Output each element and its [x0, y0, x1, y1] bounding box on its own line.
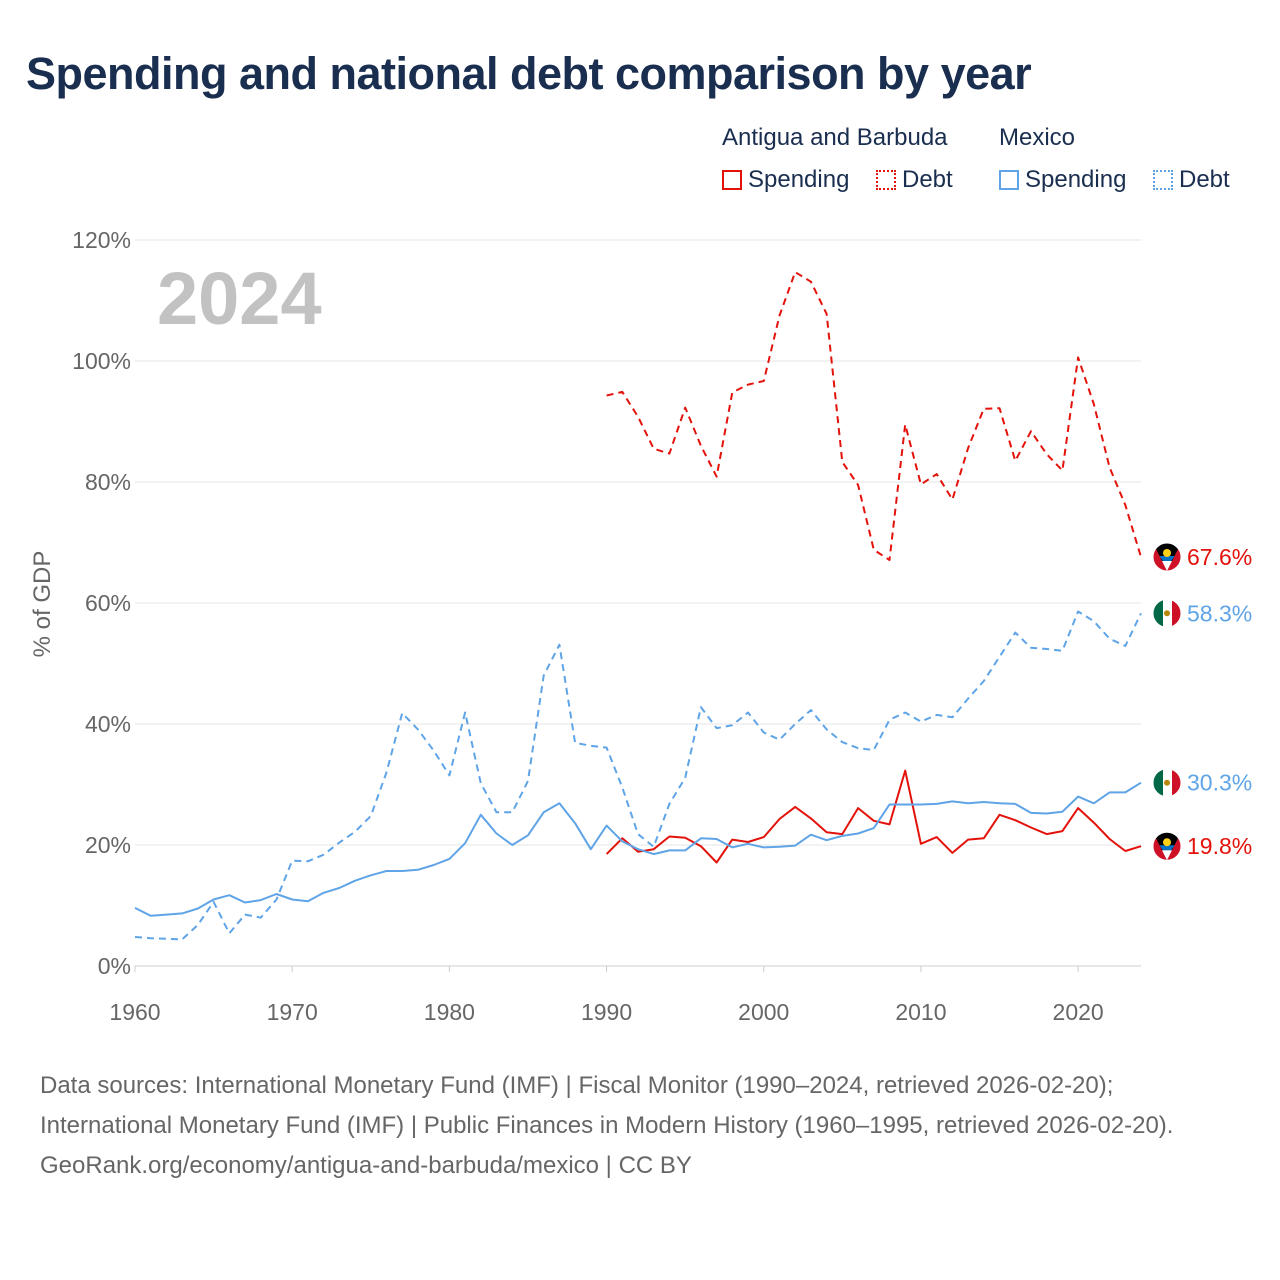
- x-tick-label: 1970: [267, 999, 318, 1025]
- antigua-flag-icon: [1152, 542, 1182, 572]
- legend-group-mexico: Mexico: [999, 124, 1076, 151]
- end-value-label: 19.8%: [1187, 833, 1252, 859]
- legend-mexico-debt[interactable]: Debt: [1153, 166, 1230, 194]
- legend-antigua-spending[interactable]: Spending: [722, 166, 849, 194]
- legend-swatch-solid-blue: [999, 170, 1019, 190]
- end-value-label: 67.6%: [1187, 544, 1252, 570]
- legend-label: Debt: [1179, 166, 1230, 193]
- year-watermark: 2024: [157, 257, 322, 340]
- series-line-mexico-spending[interactable]: [134, 781, 1142, 917]
- y-tick-label: 60%: [85, 590, 131, 616]
- y-tick-label: 80%: [85, 469, 131, 495]
- legend-group-antigua: Antigua and Barbuda: [722, 124, 948, 151]
- legend-swatch-solid-red: [722, 170, 742, 190]
- legend-mexico-spending[interactable]: Spending: [999, 166, 1126, 194]
- series-line-mexico-debt[interactable]: [134, 610, 1142, 941]
- x-tick-label: 2000: [738, 999, 789, 1025]
- x-tick-label: 1990: [581, 999, 632, 1025]
- y-axis-ticks: 0% 20% 40% 60% 80% 100% 120%: [72, 227, 131, 979]
- legend-swatch-dotted-blue: [1153, 170, 1173, 190]
- y-tick-label: 100%: [72, 348, 131, 374]
- x-tick-label: 1960: [109, 999, 160, 1025]
- x-tick-label: 1980: [424, 999, 475, 1025]
- mexico-flag-icon: [1152, 768, 1182, 798]
- end-value-label: 30.3%: [1187, 770, 1252, 796]
- legend-swatch-dotted-red: [876, 170, 896, 190]
- legend-label: Debt: [902, 166, 953, 193]
- gridlines: [135, 239, 1141, 846]
- legend-antigua-debt[interactable]: Debt: [876, 166, 953, 194]
- mexico-flag-icon: [1152, 598, 1182, 628]
- x-axis-ticks: 1960 1970 1980 1990 2000 2010 2020: [109, 966, 1104, 1025]
- y-tick-label: 40%: [85, 711, 131, 737]
- footer-attribution[interactable]: GeoRank.org/economy/antigua-and-barbuda/…: [40, 1152, 692, 1179]
- x-tick-label: 2010: [895, 999, 946, 1025]
- y-tick-label: 20%: [85, 832, 131, 858]
- series-lines: [134, 271, 1142, 941]
- footer: Data sources: International Monetary Fun…: [40, 1066, 1240, 1186]
- x-tick-label: 2020: [1053, 999, 1104, 1025]
- series-line-antigua-and-barbuda-debt[interactable]: [606, 271, 1142, 561]
- end-value-label: 58.3%: [1187, 600, 1252, 626]
- footer-sources: Data sources: International Monetary Fun…: [40, 1072, 1174, 1139]
- y-axis-label: % of GDP: [29, 551, 56, 658]
- end-labels: 67.6% 19.8% 58.3% 30.3%: [1152, 542, 1252, 861]
- y-tick-label: 0%: [98, 953, 131, 979]
- antigua-flag-icon: [1152, 831, 1182, 861]
- legend-label: Spending: [1025, 166, 1127, 193]
- chart-svg: 0% 20% 40% 60% 80% 100% 120% 1960 1970 1980 1990 2…: [29, 227, 1252, 1025]
- chart-title: Spending and national debt comparison by…: [26, 48, 1032, 99]
- legend-label: Spending: [748, 166, 850, 193]
- y-tick-label: 120%: [72, 227, 131, 253]
